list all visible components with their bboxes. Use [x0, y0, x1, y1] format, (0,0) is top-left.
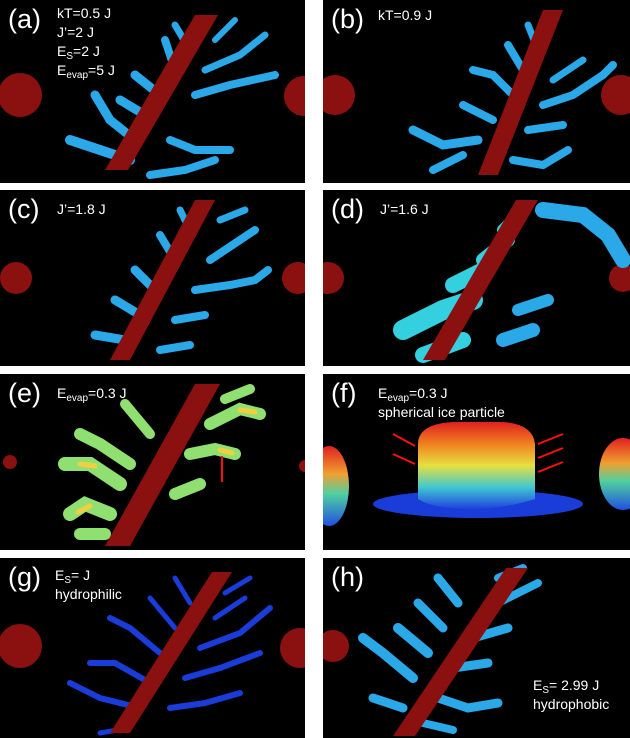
panel-label: (h): [331, 562, 364, 592]
annotation-line: Eevap=5 J: [57, 62, 115, 81]
panel-annotation: ES= J hydrophilic: [55, 566, 122, 604]
panel-e: (e) Eevap=0.3 J: [0, 374, 305, 550]
panel-label: (b): [331, 4, 364, 34]
annotation-line: Eevap=0.3 J: [57, 385, 127, 404]
ice-branches-h: [358, 564, 542, 734]
panel-b: (b) kT=0.9 J: [323, 0, 630, 183]
annotation-line: Eevap=0.3 J: [378, 385, 448, 404]
panel-annotation: ES= 2.99 J hydrophobic: [533, 676, 609, 714]
annotation-line: hydrophilic: [55, 586, 122, 602]
panel-label: (e): [8, 378, 41, 408]
panel-h: (h) ES= 2.99 J hydrophobic: [323, 558, 630, 738]
simulation-image-f: [323, 422, 630, 526]
annotation-line: J’=1.6 J: [380, 201, 429, 217]
ice-branches-g: [67, 575, 273, 736]
annotation-line: hydrophobic: [533, 696, 610, 712]
spherical-ice-particle: [418, 422, 535, 509]
annotation-line: J’=2 J: [57, 24, 94, 40]
panel-d: (d) J’=1.6 J: [323, 190, 630, 366]
annotation-line: ES=2 J: [57, 43, 100, 62]
simulation-image-g: [0, 572, 305, 736]
panel-annotation: Eevap=0.3 J: [57, 384, 127, 404]
panel-f: (f) Eevap=0.3 J spherical ice particle: [323, 374, 630, 550]
panel-label: (c): [8, 194, 40, 224]
panel-label: (f): [331, 378, 357, 408]
panel-g: (g) ES= J hydrophilic: [0, 558, 305, 738]
panel-annotation: kT=0.9 J: [378, 6, 432, 25]
arrow-icons: [392, 433, 564, 473]
panel-label: (d): [331, 194, 364, 224]
annotation-line: kT=0.9 J: [378, 7, 433, 23]
simulation-image-e: [3, 384, 305, 546]
simulation-image-c: [0, 200, 305, 360]
panel-a: (a) kT=0.5 J J’=2 J ES=2 J Eevap=5 J: [0, 0, 305, 183]
simulation-image-h: [323, 564, 542, 736]
annotation-line: spherical ice particle: [378, 404, 505, 420]
simulation-image-d: [323, 200, 630, 363]
annotation-line: kT=0.5 J: [57, 5, 112, 21]
annotation-line: ES= J: [55, 567, 91, 586]
annotation-line: J’=1.8 J: [57, 201, 106, 217]
panel-annotation: kT=0.5 J J’=2 J ES=2 J Eevap=5 J: [57, 4, 115, 81]
panel-c: (c) J’=1.8 J: [0, 190, 305, 366]
panel-annotation: J’=1.6 J: [380, 200, 429, 219]
simulation-image-b: [323, 10, 630, 175]
panel-label: (g): [8, 562, 41, 592]
simulation-image-a: [0, 15, 305, 179]
panel-annotation: J’=1.8 J: [57, 200, 106, 219]
annotation-line: ES= 2.99 J: [533, 677, 600, 696]
panel-annotation: Eevap=0.3 J spherical ice particle: [378, 384, 505, 422]
panel-label: (a): [8, 4, 41, 34]
